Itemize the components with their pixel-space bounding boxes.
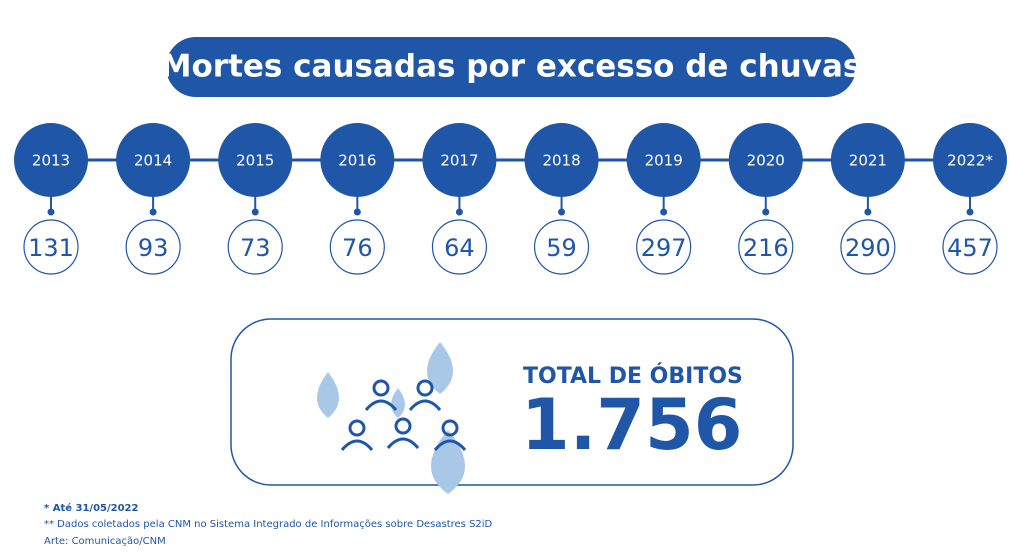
year: 2016 xyxy=(338,152,376,170)
year-circle xyxy=(933,123,1007,197)
value: 64 xyxy=(444,234,475,262)
value-circle xyxy=(23,219,79,275)
value: 76 xyxy=(342,234,373,262)
icon xyxy=(317,342,467,494)
value-circle xyxy=(125,219,181,275)
year: 2017 xyxy=(440,152,478,170)
year: 2015 xyxy=(236,152,274,170)
value-circle xyxy=(227,219,283,275)
value-circle xyxy=(636,219,692,275)
value-circle xyxy=(840,219,896,275)
connector-dot xyxy=(762,208,770,216)
year-circle xyxy=(14,123,88,197)
value-circle xyxy=(738,219,794,275)
year: 2020 xyxy=(747,152,785,170)
drop xyxy=(427,342,453,394)
value-circle xyxy=(533,219,590,275)
value: 216 xyxy=(743,234,789,262)
connector-dot xyxy=(251,208,259,216)
value: 59 xyxy=(546,234,577,262)
year: 2014 xyxy=(134,152,172,170)
value: 131 xyxy=(28,234,74,262)
title-pill xyxy=(166,37,856,97)
connector-dot xyxy=(864,208,872,216)
value: 290 xyxy=(845,234,891,262)
connector-dot xyxy=(966,208,974,216)
value: 73 xyxy=(240,234,271,262)
footnote: * Até 31/05/2022 xyxy=(44,502,139,514)
year: 2022* xyxy=(947,152,993,170)
footnote: Arte: Comunicação/CNM xyxy=(44,536,166,547)
connector-dot xyxy=(353,208,361,216)
year-circle xyxy=(830,123,905,197)
drop xyxy=(317,372,339,418)
year-circle xyxy=(626,123,701,197)
total-value: 1.756 xyxy=(521,384,742,466)
connector-dot xyxy=(558,208,566,216)
value-circle xyxy=(329,219,385,275)
value-circle xyxy=(431,219,488,275)
year-circle xyxy=(728,123,803,197)
connector-dot xyxy=(47,208,55,216)
footnote: ** Dados coletados pela CNM no Sistema I… xyxy=(44,519,493,530)
value: 297 xyxy=(641,234,687,262)
year-circle xyxy=(422,123,497,197)
year-circle xyxy=(218,123,293,197)
people xyxy=(340,379,467,451)
timeline: 2013 131 2014 93 2015 73 2016 76 2017 64 2018 59 201… xyxy=(14,123,1007,275)
value-circle xyxy=(942,219,998,275)
value: 457 xyxy=(947,234,993,262)
year: 2013 xyxy=(32,152,70,170)
connector-dot xyxy=(660,208,668,216)
year: 2021 xyxy=(849,152,887,170)
total-label: TOTAL DE ÓBITOS xyxy=(523,363,743,389)
year-circle xyxy=(524,123,599,197)
year: 2018 xyxy=(542,152,580,170)
year-circle xyxy=(116,123,191,197)
connector-dot xyxy=(455,208,463,216)
title: Mortes causadas por excesso de chuvas xyxy=(161,49,862,85)
year-circle xyxy=(320,123,395,197)
year: 2019 xyxy=(645,152,683,170)
connector-dot xyxy=(149,208,157,216)
total-box xyxy=(230,318,794,486)
value: 93 xyxy=(138,234,169,262)
